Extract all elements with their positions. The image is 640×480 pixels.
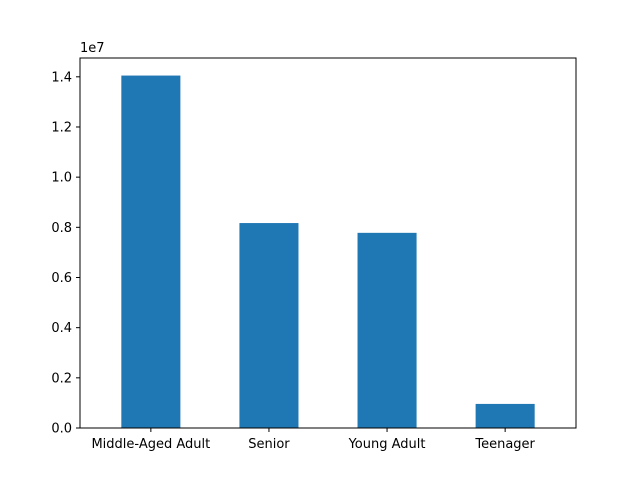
x-tick-label: Teenager bbox=[474, 437, 535, 452]
bar-senior bbox=[239, 223, 299, 428]
bars-group bbox=[121, 75, 535, 428]
y-tick-label: 0.2 bbox=[51, 371, 72, 386]
x-tick-label: Middle-Aged Adult bbox=[91, 437, 210, 452]
bar-middle-aged-adult bbox=[121, 75, 181, 428]
y-axis-offset-label: 1e7 bbox=[80, 41, 105, 56]
x-axis: Middle-Aged Adult Senior Young Adult Teenag… bbox=[91, 428, 536, 452]
x-tick-label: Senior bbox=[248, 437, 290, 452]
y-tick-label: 1.4 bbox=[51, 70, 72, 85]
y-tick-label: 1.2 bbox=[51, 120, 72, 135]
bar-young-adult bbox=[357, 232, 417, 428]
y-tick-label: 0.0 bbox=[51, 422, 72, 437]
y-axis: 0.0 0.2 0.4 0.6 0.8 1.0 1.2 1.4 bbox=[51, 70, 80, 437]
y-tick-label: 0.4 bbox=[51, 321, 72, 336]
y-tick-label: 1.0 bbox=[51, 171, 72, 186]
y-tick-label: 0.8 bbox=[51, 221, 72, 236]
x-tick-label: Young Adult bbox=[348, 437, 426, 452]
bar-teenager bbox=[475, 403, 535, 428]
plot-frame bbox=[79, 57, 577, 429]
y-tick-label: 0.6 bbox=[51, 271, 72, 286]
